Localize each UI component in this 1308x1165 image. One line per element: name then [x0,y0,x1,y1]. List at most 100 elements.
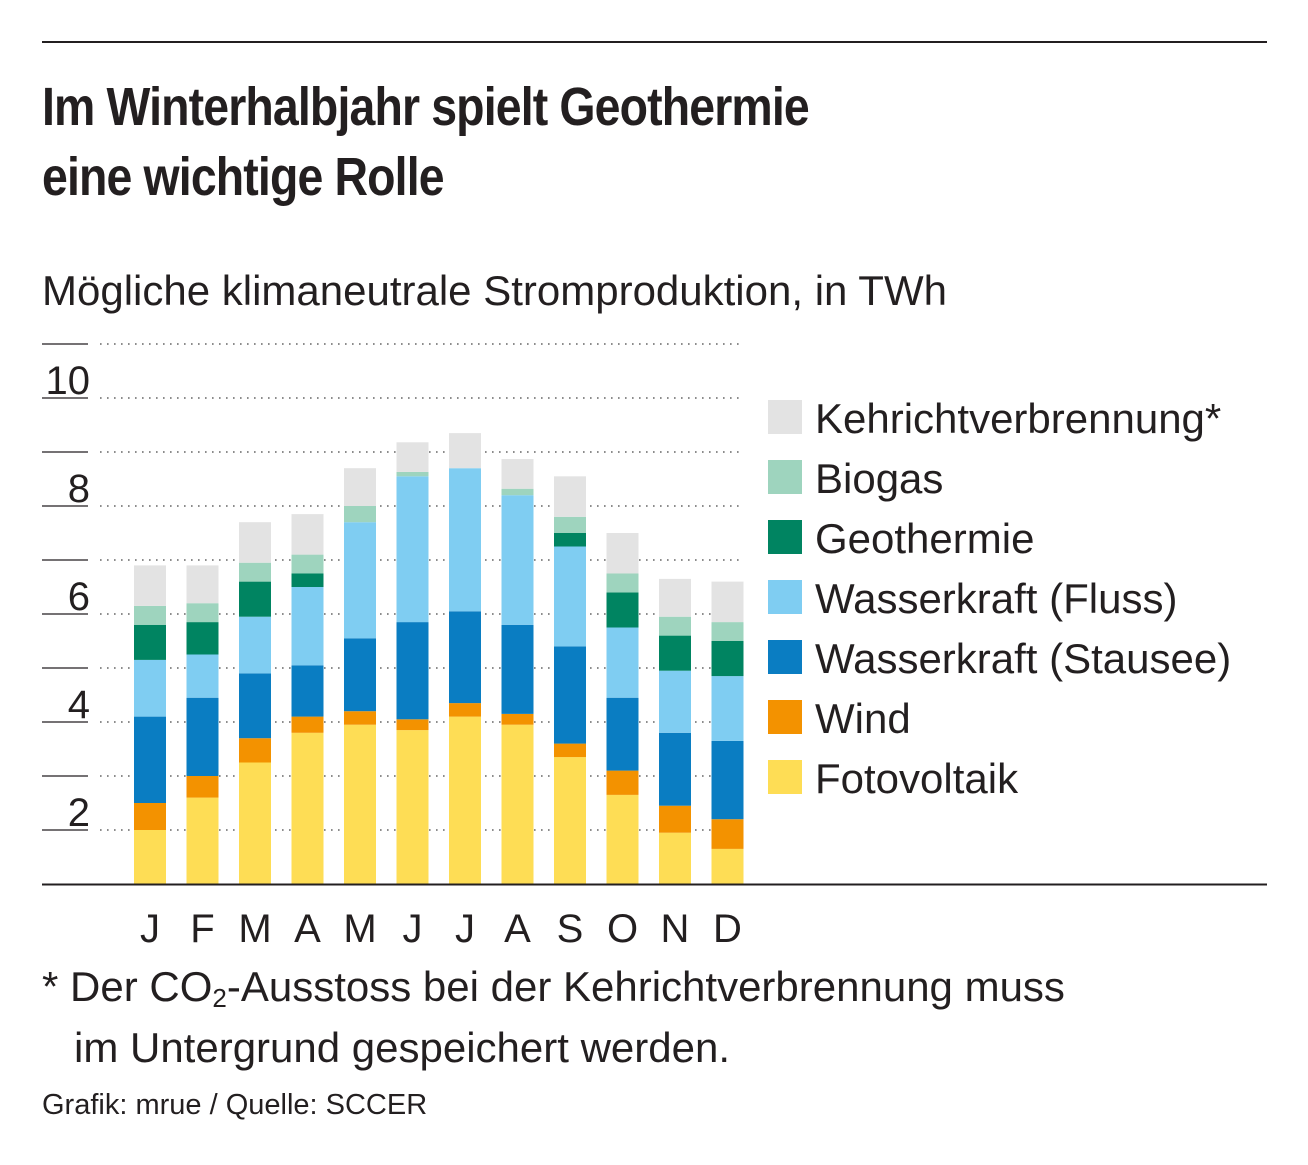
title-line-1: Im Winterhalbjahr spielt Geothermie [42,77,810,137]
bar-segment-wind [344,711,376,725]
bar-segment-geothermie [239,581,271,617]
legend-swatch-wind [768,700,802,734]
bar-segment-wasserkraft-stausee [344,638,376,712]
bar-segment-wasserkraft-fluss [344,522,376,639]
bar-segment-wind [239,738,271,763]
bar-segment-wind [501,713,534,725]
legend-swatch-biogas [768,460,802,494]
bar-segment-wasserkraft-fluss [396,476,429,623]
x-tick-label: J [403,907,423,951]
bar-segment-wasserkraft-stausee [291,665,324,717]
bar-segment-wind [659,805,691,833]
bar-segment-wind [606,770,639,795]
x-tick-label: A [504,907,531,951]
bar-segment-wasserkraft-fluss [554,546,586,647]
bar-segment-wind [291,716,324,733]
legend-label-wasserkraft-stausee: Wasserkraft (Stausee) [815,635,1231,682]
bar-segment-kehrichtverbrennung [344,468,376,506]
bar-segment-biogas [396,471,429,477]
bar-segment-wind [711,819,744,849]
bar-segment-fotovoltaik [134,830,166,884]
title-line-2: eine wichtige Rolle [42,147,445,207]
grid-lines [42,343,742,831]
bar-segment-fotovoltaik [344,724,376,884]
y-tick-label: 8 [68,467,90,511]
bar-segment-wasserkraft-stausee [554,646,586,744]
chart-title: Im Winterhalbjahr spielt Geothermie eine… [42,72,1074,212]
y-tick-label: 2 [68,791,90,835]
bar-segment-kehrichtverbrennung [239,522,271,563]
bar-segment-biogas [291,554,324,574]
bar-segment-biogas [554,516,586,533]
bar-segment-geothermie [711,641,744,677]
bar-segment-fotovoltaik [291,732,324,884]
footnote: * Der CO2-Ausstoss bei der Kehrichtverbr… [42,962,1065,1073]
bar-segment-geothermie [606,592,639,628]
bar-segment-biogas [659,616,691,636]
bar-segment-fotovoltaik [449,716,481,884]
bar-segment-kehrichtverbrennung [711,581,744,623]
bar-segment-fotovoltaik [606,794,639,884]
bar-segment-wind [134,803,166,830]
legend-swatch-wasserkraft-fluss [768,580,802,614]
legend: Kehrichtverbrennung* Biogas Geothermie Wass… [768,395,1231,802]
legend-label-wind: Wind [815,695,911,742]
bar-segment-geothermie [186,622,219,655]
chart-subtitle: Mögliche klimaneutrale Stromproduktion, … [42,267,947,314]
bar-segment-fotovoltaik [659,832,691,884]
source-credit: Grafik: mrue / Quelle: SCCER [42,1089,428,1121]
bar-segment-kehrichtverbrennung [186,565,219,604]
bar-segment-wasserkraft-stausee [659,732,691,806]
y-tick-label: 10 [46,359,91,403]
bar-segment-wasserkraft-stausee [134,716,166,803]
footnote-text-after: -Ausstoss bei der Kehrichtverbrennung mu… [226,963,1065,1010]
bar-segment-wasserkraft-stausee [501,624,534,714]
bar-segment-fotovoltaik [239,762,271,884]
x-tick-label: M [343,907,376,951]
bar-segment-biogas [711,622,744,641]
x-tick-label: J [455,907,475,951]
legend-swatch-kehrichtverbrennung [768,400,802,434]
x-tick-label: D [713,907,742,951]
bar-segment-geothermie [134,624,166,660]
bar-segment-wasserkraft-fluss [606,627,639,698]
footnote-subscript: 2 [212,983,227,1013]
bar-segment-wasserkraft-fluss [449,468,481,612]
legend-label-fotovoltaik: Fotovoltaik [815,755,1019,802]
bar-segment-wind [396,719,429,731]
bar-segment-wasserkraft-fluss [134,659,166,717]
bar-segment-kehrichtverbrennung [554,476,586,517]
bar-segment-fotovoltaik [396,730,429,884]
bars [134,433,744,884]
bar-segment-kehrichtverbrennung [134,565,166,606]
x-tick-label: J [140,907,160,951]
bar-segment-wasserkraft-stausee [396,622,429,720]
bar-segment-wasserkraft-fluss [291,587,324,666]
bar-segment-kehrichtverbrennung [449,433,481,469]
bar-segment-wasserkraft-fluss [659,670,691,733]
legend-swatch-wasserkraft-stausee [768,640,802,674]
x-tick-label: S [557,907,584,951]
legend-label-biogas: Biogas [815,455,943,502]
footnote-line-2: im Untergrund gespeichert werden. [74,1024,731,1071]
legend-label-geothermie: Geothermie [815,515,1034,562]
legend-label-wasserkraft-fluss: Wasserkraft (Fluss) [815,575,1177,622]
bar-segment-wind [554,743,586,758]
bar-segment-geothermie [554,533,586,547]
bar-segment-biogas [501,488,534,496]
bar-segment-kehrichtverbrennung [501,459,534,489]
bar-segment-fotovoltaik [186,797,219,884]
y-tick-label: 4 [68,683,90,727]
bar-segment-wind [449,703,481,717]
bar-segment-kehrichtverbrennung [291,514,324,555]
x-tick-label: A [294,907,321,951]
bar-segment-wasserkraft-stausee [606,697,639,771]
bar-segment-geothermie [659,635,691,671]
bar-segment-geothermie [291,573,324,587]
bar-segment-wasserkraft-stausee [186,697,219,776]
legend-label-kehrichtverbrennung: Kehrichtverbrennung* [815,395,1221,442]
footnote-text-before: Der CO [70,963,213,1010]
bar-segment-biogas [606,573,639,593]
x-tick-label: F [190,907,214,951]
